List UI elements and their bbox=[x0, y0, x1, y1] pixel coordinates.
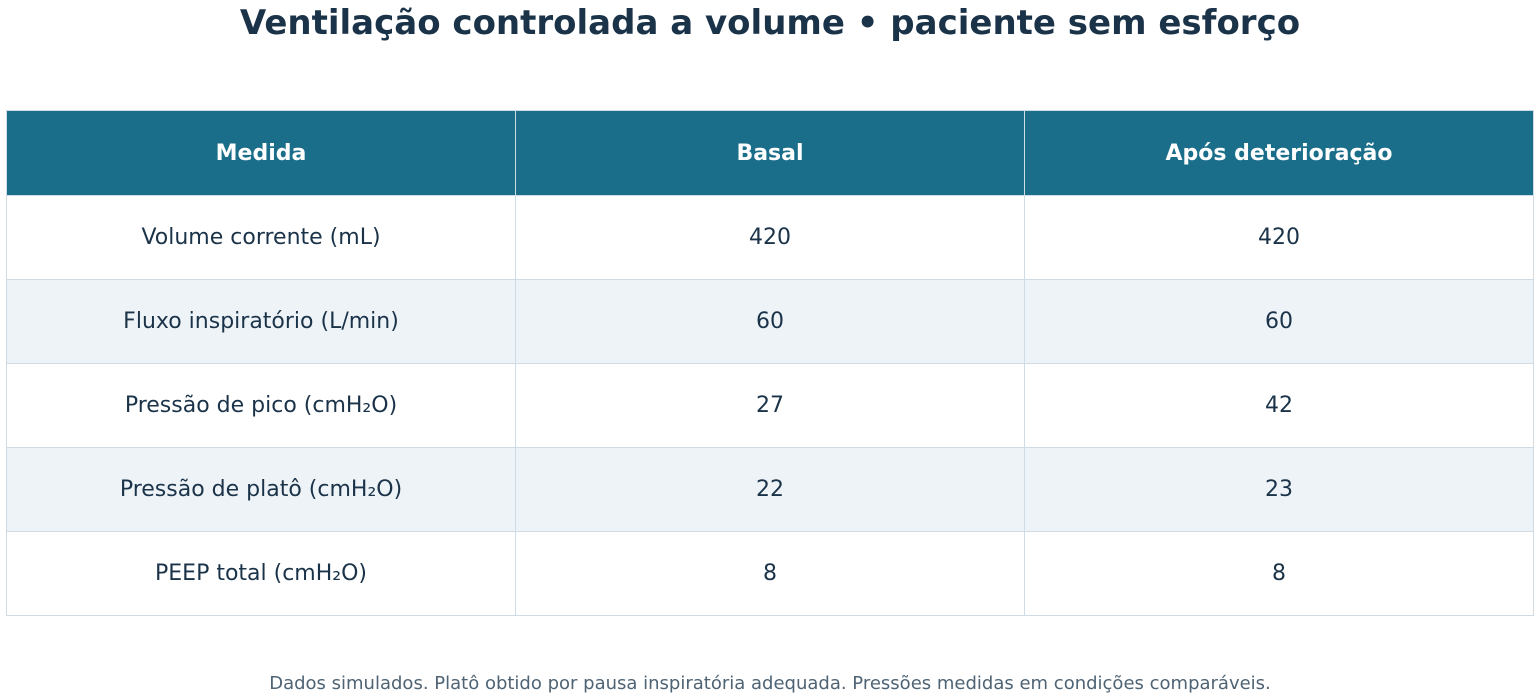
table-cell: 420 bbox=[1024, 195, 1534, 280]
chart-title: Ventilação controlada a volume • pacient… bbox=[239, 3, 1301, 43]
table-cell: 27 bbox=[515, 363, 1025, 448]
footnote: Dados simulados. Platô obtido por pausa … bbox=[269, 673, 1271, 694]
table-cell: 60 bbox=[515, 279, 1025, 364]
table-row: Pressão de pico (cmH₂O) 27 42 bbox=[6, 363, 1534, 448]
column-header-medida: Medida bbox=[6, 110, 516, 196]
table-cell: PEEP total (cmH₂O) bbox=[6, 531, 516, 616]
table-cell: 8 bbox=[1024, 531, 1534, 616]
table-cell: Volume corrente (mL) bbox=[6, 195, 516, 280]
table-cell: 42 bbox=[1024, 363, 1534, 448]
table-cell: 420 bbox=[515, 195, 1025, 280]
table-cell: Fluxo inspiratório (L/min) bbox=[6, 279, 516, 364]
column-header-apos-deterioracao: Após deterioração bbox=[1024, 110, 1534, 196]
table-cell: Pressão de pico (cmH₂O) bbox=[6, 363, 516, 448]
table-row: Volume corrente (mL) 420 420 bbox=[6, 195, 1534, 280]
table-cell: 8 bbox=[515, 531, 1025, 616]
table-row: Fluxo inspiratório (L/min) 60 60 bbox=[6, 279, 1534, 364]
table-row: Pressão de platô (cmH₂O) 22 23 bbox=[6, 447, 1534, 532]
column-header-basal: Basal bbox=[515, 110, 1025, 196]
table-cell: Pressão de platô (cmH₂O) bbox=[6, 447, 516, 532]
table-cell: 23 bbox=[1024, 447, 1534, 532]
table-cell: 22 bbox=[515, 447, 1025, 532]
table-header-row: Medida Basal Após deterioração bbox=[6, 110, 1534, 196]
table-cell: 60 bbox=[1024, 279, 1534, 364]
table-row: PEEP total (cmH₂O) 8 8 bbox=[6, 531, 1534, 616]
data-table: Medida Basal Após deterioração Volume co… bbox=[6, 110, 1534, 616]
